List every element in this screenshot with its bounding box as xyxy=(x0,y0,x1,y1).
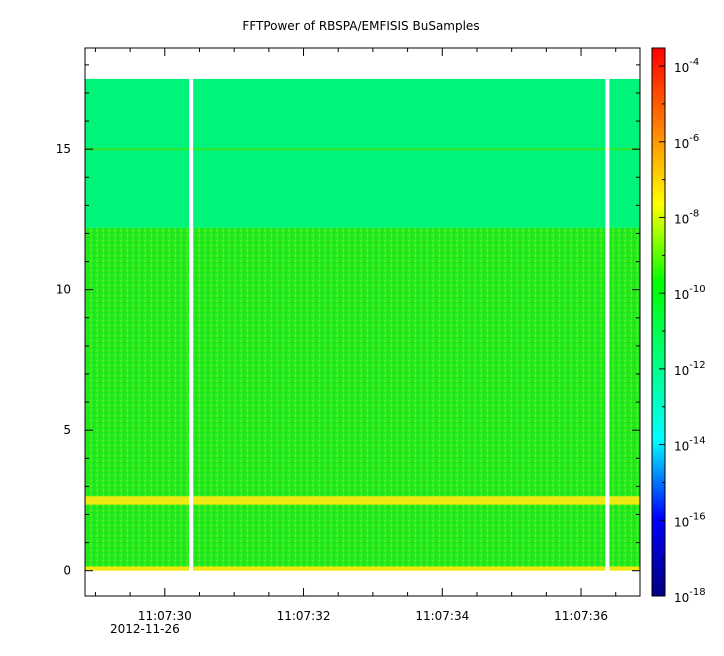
spectrogram-noise-texture xyxy=(85,227,640,568)
data-gap-1 xyxy=(605,78,610,572)
y-axis: 0 5 10 15 xyxy=(56,64,640,578)
y-tick-label: 10 xyxy=(56,283,71,297)
plot-area xyxy=(84,47,641,597)
colorbar-tick-label: 10-18 xyxy=(674,587,706,605)
y-tick-label: 5 xyxy=(63,423,71,437)
x-tick-label: 11:07:36 xyxy=(554,609,608,623)
x-tick-label: 11:07:32 xyxy=(277,609,331,623)
colorbar-tick-label: 10-12 xyxy=(674,360,706,378)
colorbar-tick-label: 10-10 xyxy=(674,284,706,302)
chart-title: FFTPower of RBSPA/EMFISIS BuSamples xyxy=(242,19,479,33)
colorbar-tick-label: 10-16 xyxy=(674,511,706,529)
spectrogram-band-0 xyxy=(85,78,640,228)
spectrogram-band-2 xyxy=(85,496,640,505)
colorbar-tick-label: 10-8 xyxy=(674,208,699,226)
x-axis: 11:07:30 11:07:32 11:07:34 11:07:36 xyxy=(94,48,617,623)
colorbar-gradient xyxy=(651,47,666,597)
colorbar-tick-label: 10-4 xyxy=(674,57,699,75)
colorbar-tick-label: 10-14 xyxy=(674,436,706,454)
colorbar: 10-4 10-6 10-8 10-10 10-12 10-14 10-16 10-18 xyxy=(651,47,706,605)
x-date-label: 2012-11-26 xyxy=(110,622,180,636)
data-gap-0 xyxy=(189,78,194,572)
y-tick-label: 0 xyxy=(63,564,71,578)
x-tick-label: 11:07:30 xyxy=(138,609,192,623)
spectrogram-band-4 xyxy=(85,148,640,151)
spectrogram-band-3 xyxy=(85,566,640,571)
x-tick-label: 11:07:34 xyxy=(415,609,469,623)
y-tick-label: 15 xyxy=(56,142,71,156)
colorbar-tick-label: 10-6 xyxy=(674,133,699,151)
